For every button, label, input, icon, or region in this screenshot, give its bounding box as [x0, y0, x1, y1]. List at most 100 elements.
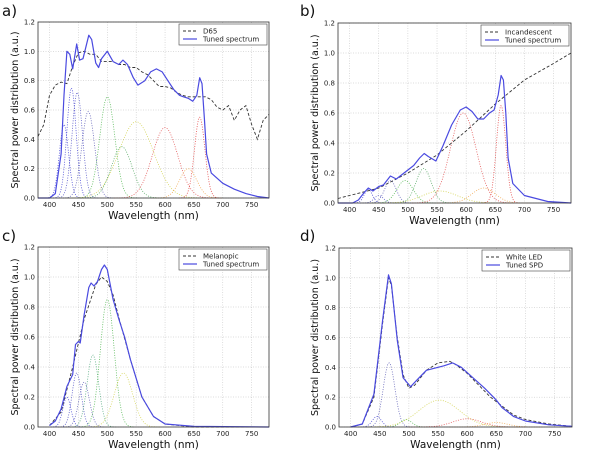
- legend-box: [178, 248, 268, 271]
- x-tick-label: 550: [129, 430, 142, 438]
- x-tick-label: 500: [101, 430, 114, 438]
- component-curve: [63, 381, 105, 428]
- y-tick-label: 1.0: [325, 274, 336, 282]
- x-tick-label: 500: [402, 430, 415, 438]
- x-axis-label: Wavelength (nm): [108, 439, 199, 450]
- legend-reference-label: D65: [203, 28, 217, 36]
- reference-curve: [37, 50, 270, 141]
- x-tick-label: 650: [489, 206, 502, 214]
- y-tick-label: 1.2: [325, 245, 336, 253]
- y-tick-label: 0.2: [24, 394, 35, 402]
- component-curve: [370, 190, 510, 204]
- panel-c: 400 450 500 550 600 650 700 750 0.0 0.2 0.4 0.6 0.8 1…: [2, 227, 270, 450]
- y-tick-label: 0.4: [24, 136, 36, 144]
- x-tick-label: 650: [490, 430, 503, 438]
- x-tick-label: 700: [216, 201, 229, 209]
- x-tick-label: 400: [43, 201, 56, 209]
- legend-box: [480, 24, 570, 47]
- x-tick-label: 400: [344, 430, 357, 438]
- y-tick-label: 1.0: [24, 48, 35, 56]
- y-axis-label: Spectral power distribution (a.u.): [10, 31, 21, 188]
- x-tick-label: 600: [460, 430, 473, 438]
- y-tick-label: 0.4: [325, 364, 337, 372]
- tuned-curve: [38, 34, 270, 199]
- component-curve: [367, 180, 414, 204]
- y-axis-label: Spectral power distribution (a.u.): [310, 259, 321, 416]
- tuned-curve: [338, 74, 572, 204]
- x-tick-label: 600: [158, 430, 171, 438]
- component-curve: [66, 121, 206, 199]
- x-tick-label: 450: [72, 430, 85, 438]
- component-curve: [482, 105, 520, 204]
- component-curve: [50, 396, 83, 428]
- plot-frame: [37, 21, 270, 199]
- x-tick-label: 450: [373, 430, 386, 438]
- panel-label: a): [2, 2, 17, 20]
- component-curve: [79, 298, 136, 428]
- component-curve: [372, 180, 437, 204]
- y-tick-label: 0.6: [24, 334, 36, 342]
- panel-label: d): [300, 227, 315, 245]
- component-curve: [114, 127, 216, 199]
- x-tick-label: 550: [430, 206, 443, 214]
- legend-tuned-label: Tuned spectrum: [202, 261, 259, 269]
- y-tick-label: 0.6: [24, 107, 36, 115]
- y-tick-label: 0.4: [24, 364, 36, 372]
- x-tick-label: 700: [519, 430, 532, 438]
- y-tick-label: 0.0: [24, 195, 35, 203]
- reference-curve: [49, 276, 269, 428]
- y-axis-label: Spectral power distribution (a.u.): [10, 258, 21, 415]
- y-tick-label: 0.2: [325, 394, 336, 402]
- x-tick-label: 450: [372, 206, 385, 214]
- legend-reference-label: Melanopic: [203, 253, 239, 261]
- x-axis-label: Wavelength (nm): [409, 215, 500, 227]
- component-curve: [58, 372, 95, 428]
- y-tick-label: 1.0: [324, 50, 335, 58]
- x-tick-label: 400: [43, 430, 56, 438]
- component-curve: [86, 372, 161, 428]
- y-axis-label: Spectral power distribution (a.u.): [310, 34, 321, 191]
- y-tick-label: 1.2: [24, 244, 35, 252]
- component-curve: [153, 168, 223, 199]
- component-curve: [80, 146, 164, 199]
- legend-tuned-label: Tuned SPD: [505, 262, 543, 270]
- reference-curve: [350, 277, 573, 428]
- plot-frame: [37, 246, 270, 428]
- panel-label: b): [300, 2, 315, 20]
- x-tick-label: 500: [101, 201, 114, 209]
- y-tick-label: 0.8: [24, 304, 35, 312]
- component-curve: [358, 416, 395, 428]
- component-curve: [357, 399, 521, 428]
- x-tick-label: 750: [548, 430, 561, 438]
- x-tick-label: 500: [401, 206, 414, 214]
- y-tick-label: 1.2: [324, 20, 335, 28]
- x-tick-label: 600: [158, 201, 171, 209]
- component-curve: [69, 354, 116, 428]
- component-curve: [437, 187, 530, 204]
- y-tick-label: 1.2: [24, 19, 35, 27]
- x-tick-label: 550: [431, 430, 444, 438]
- x-axis-label: Wavelength (nm): [410, 439, 501, 450]
- x-tick-label: 650: [187, 430, 200, 438]
- y-tick-label: 0.4: [324, 140, 336, 148]
- tuned-curve: [49, 264, 270, 428]
- y-tick-label: 0.8: [24, 77, 35, 85]
- panel-a: 400 450 500 550 600 650 700 750 0.0 0.2 0.4 0.6 0.8 1…: [2, 2, 270, 222]
- component-curve: [382, 419, 429, 428]
- y-tick-label: 0.0: [325, 424, 336, 432]
- plot-frame: [338, 247, 573, 428]
- reference-curve: [337, 52, 572, 199]
- legend-tuned-label: Tuned spectrum: [504, 37, 561, 45]
- x-tick-label: 700: [518, 206, 531, 214]
- y-tick-label: 1.0: [24, 274, 35, 282]
- x-tick-label: 700: [216, 430, 229, 438]
- panel-d: 400 450 500 550 600 650 700 750 0.0 0.2 0.4 0.6 0.8 1…: [300, 227, 573, 450]
- legend-reference-label: Incandescent: [505, 29, 552, 37]
- y-tick-label: 0.6: [325, 334, 337, 342]
- panel-label: c): [2, 227, 16, 245]
